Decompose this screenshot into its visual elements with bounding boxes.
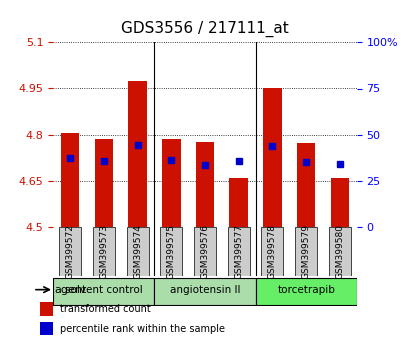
Text: angiotensin II: angiotensin II — [169, 285, 240, 295]
Text: GSM399576: GSM399576 — [200, 224, 209, 279]
FancyBboxPatch shape — [193, 227, 216, 276]
Text: agent: agent — [54, 285, 86, 295]
Bar — [128, 81, 146, 227]
Text: GSM399574: GSM399574 — [133, 224, 142, 279]
Bar — [263, 88, 281, 227]
Text: GSM399573: GSM399573 — [99, 224, 108, 279]
Bar — [195, 142, 214, 227]
Bar — [40, 302, 53, 315]
FancyBboxPatch shape — [59, 227, 81, 276]
FancyBboxPatch shape — [227, 227, 249, 276]
Text: percentile rank within the sample: percentile rank within the sample — [60, 324, 225, 334]
FancyBboxPatch shape — [261, 227, 283, 276]
Text: GSM399572: GSM399572 — [65, 224, 74, 279]
Bar — [296, 143, 315, 227]
Bar — [229, 178, 247, 227]
Text: GSM399575: GSM399575 — [166, 224, 175, 279]
FancyBboxPatch shape — [53, 278, 154, 305]
Bar — [162, 138, 180, 227]
FancyBboxPatch shape — [294, 227, 316, 276]
Bar — [40, 322, 53, 336]
Text: solvent control: solvent control — [65, 285, 142, 295]
Text: GSM399578: GSM399578 — [267, 224, 276, 279]
FancyBboxPatch shape — [93, 227, 115, 276]
Bar — [94, 138, 113, 227]
FancyBboxPatch shape — [328, 227, 350, 276]
Text: GSM399577: GSM399577 — [234, 224, 243, 279]
Text: torcetrapib: torcetrapib — [276, 285, 334, 295]
Text: GSM399580: GSM399580 — [335, 224, 344, 279]
Text: transformed count: transformed count — [60, 304, 151, 314]
FancyBboxPatch shape — [160, 227, 182, 276]
FancyBboxPatch shape — [255, 278, 356, 305]
FancyBboxPatch shape — [126, 227, 148, 276]
Text: GSM399579: GSM399579 — [301, 224, 310, 279]
Bar — [61, 133, 79, 227]
Text: GDS3556 / 217111_at: GDS3556 / 217111_at — [121, 21, 288, 38]
Bar — [330, 178, 348, 227]
FancyBboxPatch shape — [154, 278, 255, 305]
